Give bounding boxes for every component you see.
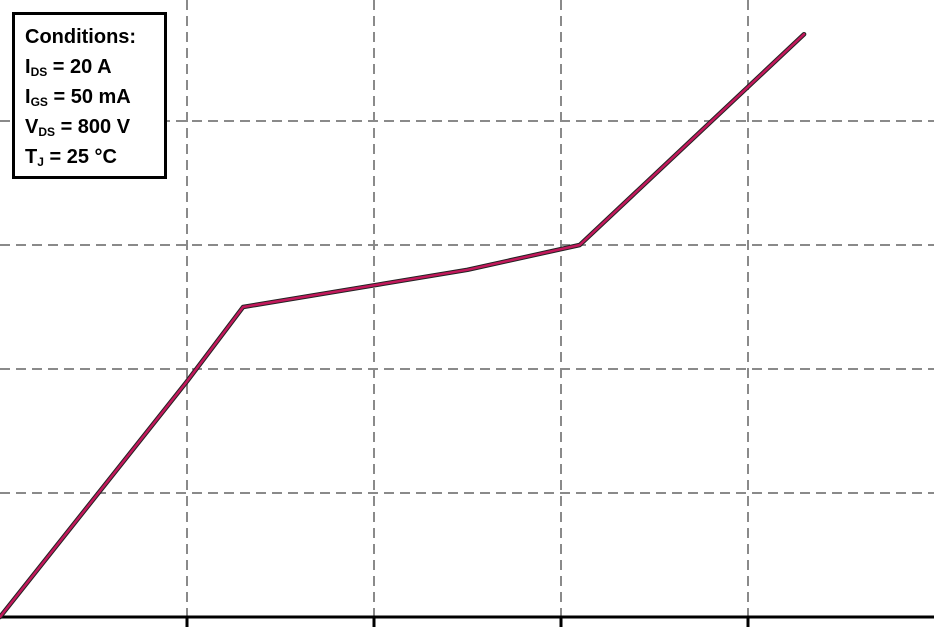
- conditions-box: Conditions: IDS = 20 A IGS = 50 mA VDS =…: [12, 12, 167, 179]
- conditions-heading: Conditions:: [25, 26, 137, 48]
- axes: [0, 615, 934, 627]
- series-line: [0, 32, 806, 619]
- condition-ids: IDS = 20 A: [25, 56, 112, 79]
- condition-vds: VDS = 800 V: [25, 116, 131, 139]
- series-layer: [0, 31, 807, 620]
- condition-igs: IGS = 50 mA: [25, 86, 131, 109]
- condition-tj: TJ = 25 °C: [25, 146, 117, 169]
